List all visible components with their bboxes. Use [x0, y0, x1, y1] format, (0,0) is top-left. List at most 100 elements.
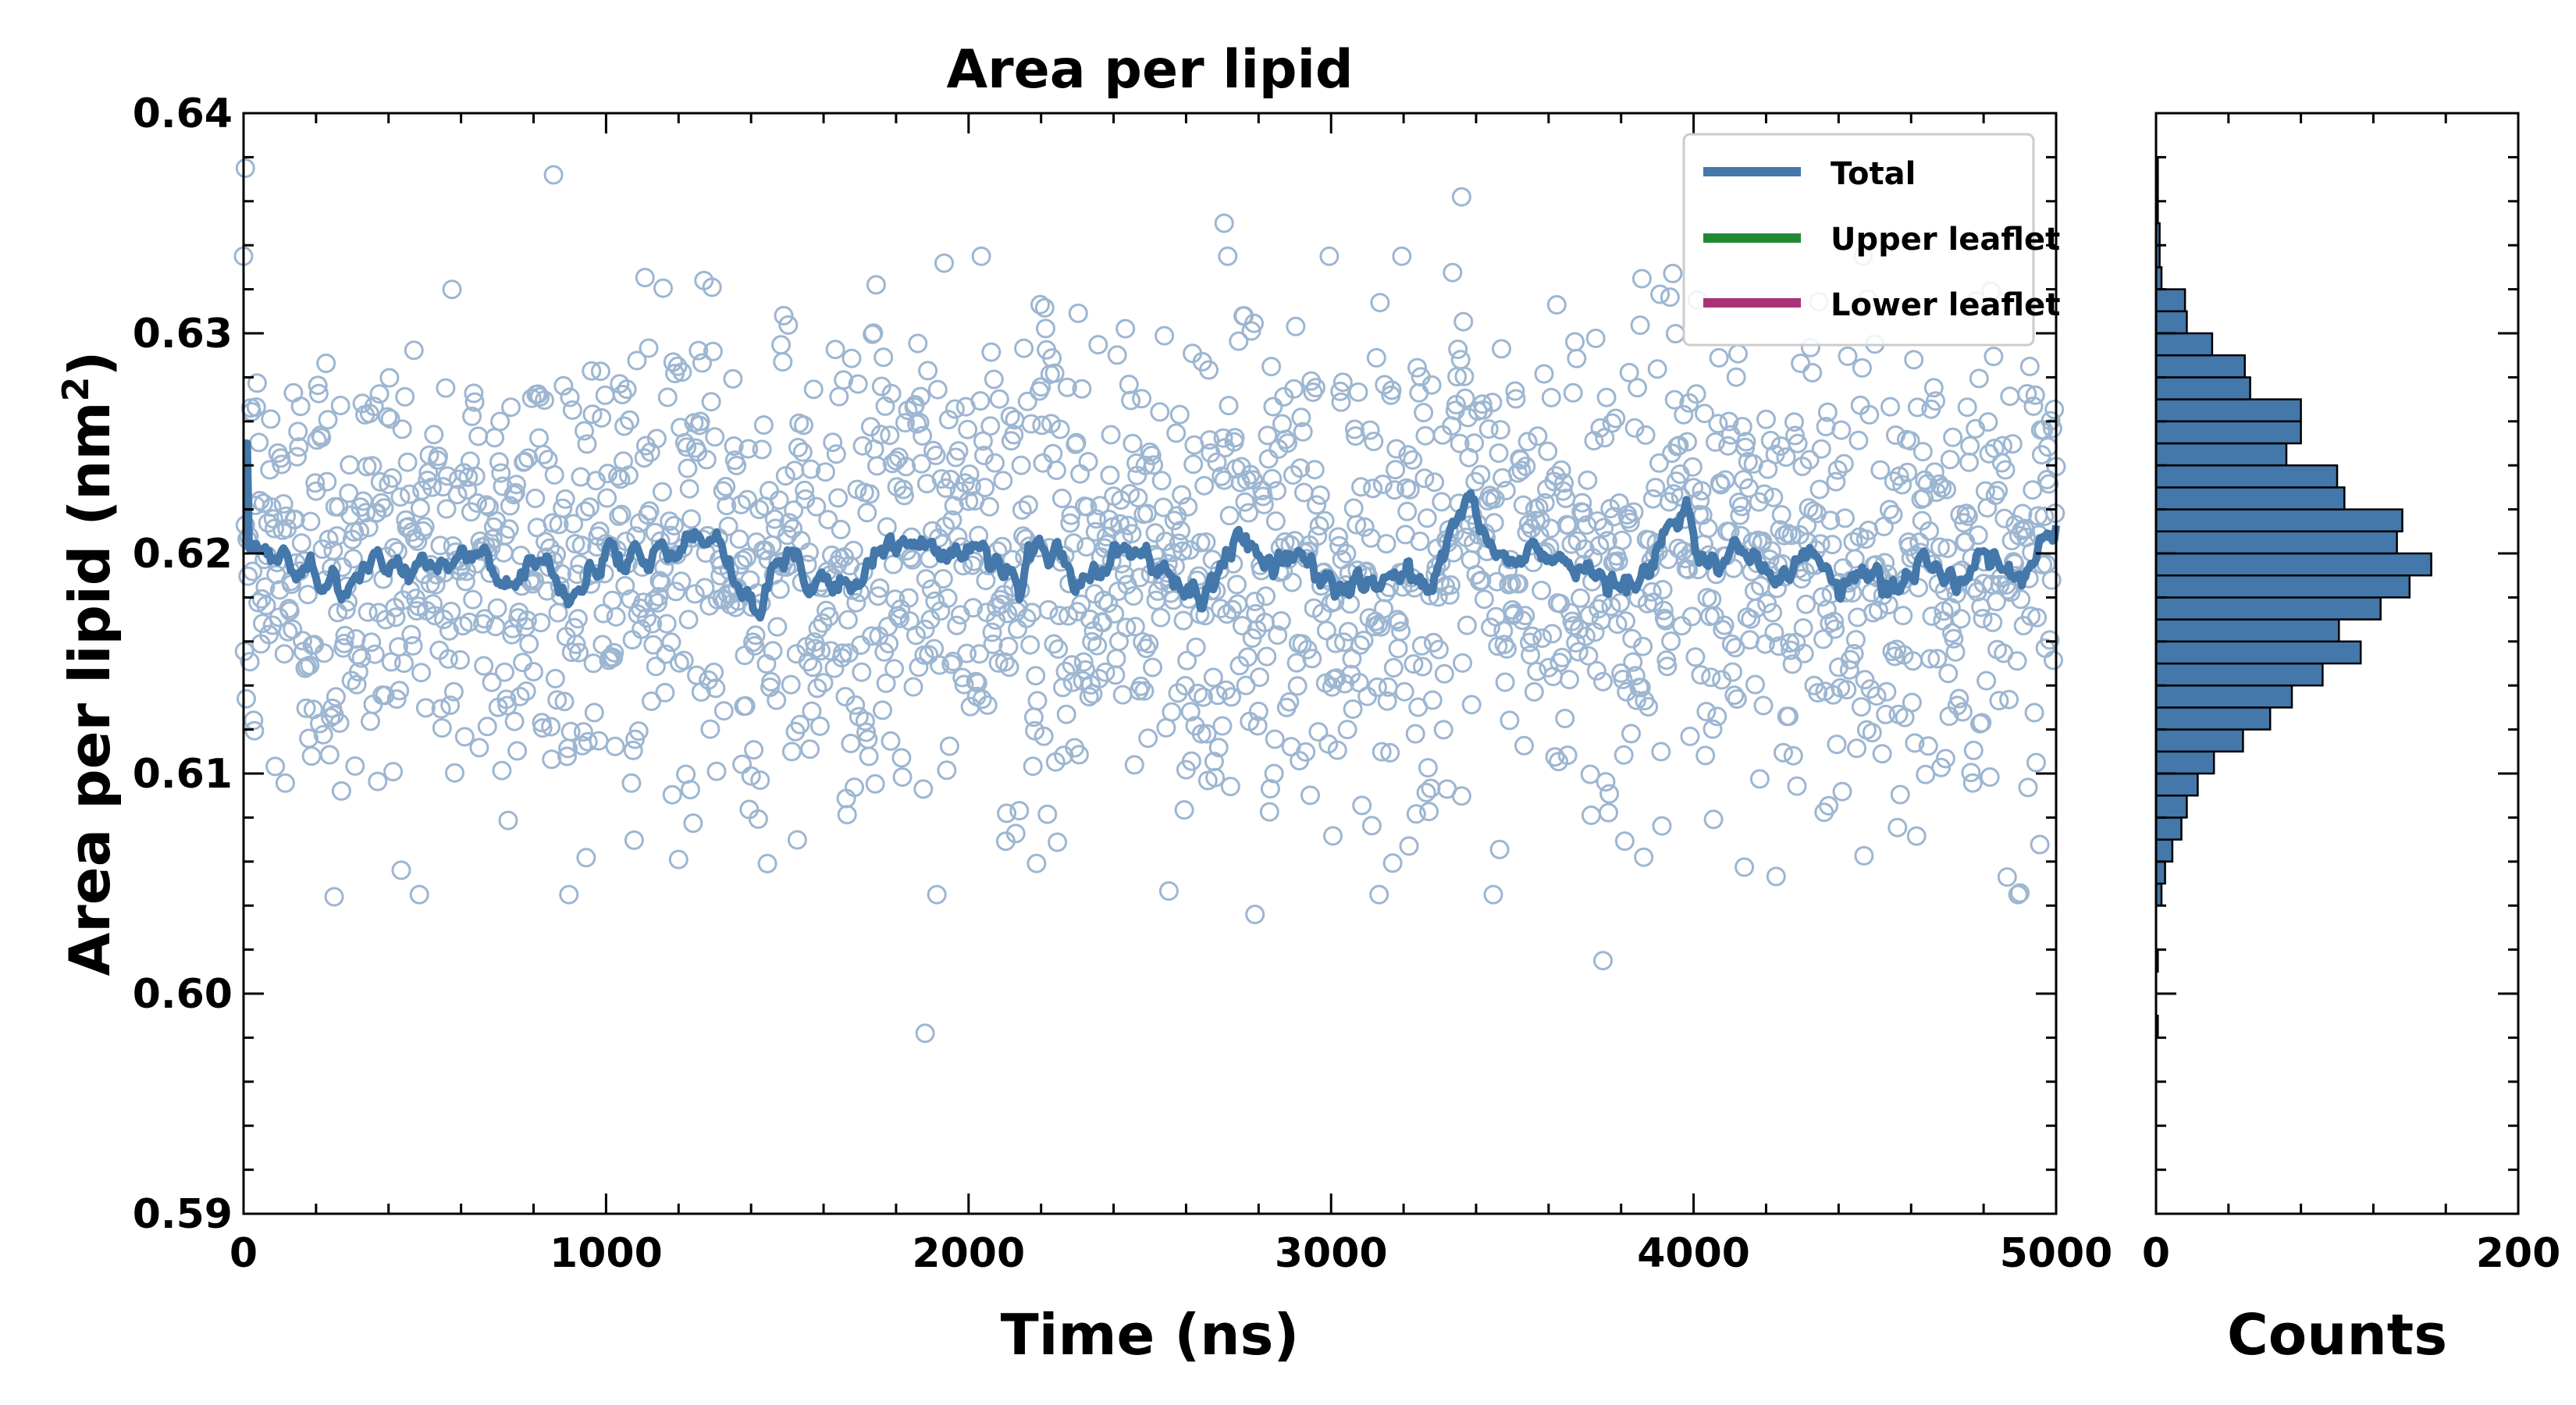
scatter-point [1566, 633, 1586, 653]
histogram-bar [2154, 684, 2293, 709]
scatter-point [1434, 663, 1454, 684]
scatter-point [362, 456, 382, 476]
scatter-point [1399, 836, 1419, 856]
scatter-point [1112, 685, 1133, 705]
scatter-point [455, 571, 475, 592]
scatter-point [1267, 481, 1286, 501]
scatter-point [1225, 428, 1245, 448]
scatter-point [339, 483, 359, 503]
scatter-point [757, 853, 777, 873]
scatter-point [571, 535, 592, 556]
scatter-point [683, 813, 703, 834]
scatter-point [1371, 617, 1391, 637]
scatter-point [1087, 635, 1108, 656]
scatter-point [623, 740, 643, 760]
scatter-point [1852, 357, 1872, 378]
scatter-point [1451, 786, 1471, 806]
scatter-point [1372, 742, 1392, 762]
scatter-point [464, 383, 484, 404]
scatter-point [1771, 505, 1791, 525]
scatter-point [1457, 615, 1477, 635]
scatter-point [1344, 419, 1364, 439]
scatter-point [678, 610, 699, 630]
scatter-point [1496, 481, 1516, 500]
scatter-point [1764, 622, 1784, 642]
scatter-point [1922, 606, 1942, 626]
scatter-point [1586, 660, 1606, 681]
scatter-point [584, 702, 604, 723]
scatter-point [283, 619, 303, 639]
scatter-point [1410, 532, 1430, 551]
scatter-point [795, 480, 815, 500]
scatter-point [1009, 801, 1030, 821]
scatter-point [1698, 518, 1718, 539]
scatter-point [1516, 457, 1536, 476]
scatter-point [265, 518, 284, 539]
scatter-point [1194, 475, 1215, 496]
scatter-point [1325, 633, 1346, 653]
scatter-point [1535, 493, 1555, 513]
scatter-point [1741, 609, 1761, 629]
scatter-point [717, 496, 737, 516]
scatter-point [1522, 626, 1542, 646]
scatter-point [834, 370, 854, 390]
scatter-point [745, 635, 765, 656]
scatter-point [1082, 631, 1102, 652]
scatter-point [545, 668, 565, 688]
histogram-bar [2154, 552, 2432, 577]
scatter-point [729, 529, 749, 550]
scatter-point [400, 484, 419, 504]
scatter-point [329, 713, 350, 733]
scatter-point [2030, 834, 2050, 855]
scatter-point [1443, 262, 1463, 283]
histogram-x-axis-label: Counts [2227, 1302, 2447, 1368]
scatter-point [1080, 609, 1100, 629]
scatter-point [1419, 802, 1439, 822]
scatter-point [1787, 776, 1807, 796]
scatter-point [541, 717, 561, 737]
scatter-point [1726, 367, 1746, 387]
scatter-point [1403, 450, 1423, 470]
scatter-point [237, 688, 256, 709]
scatter-point [679, 478, 699, 499]
scatter-point [1186, 637, 1206, 657]
scatter-point [876, 673, 896, 693]
scatter-point [692, 353, 712, 373]
scatter-point [590, 361, 610, 382]
scatter-point [1385, 480, 1404, 500]
scatter-point [1534, 364, 1554, 384]
scatter-point [1191, 724, 1212, 744]
scatter-point [1413, 656, 1432, 677]
scatter-point [859, 484, 880, 504]
scatter-point [497, 695, 518, 716]
scatter-point [666, 582, 686, 602]
scatter-point [554, 692, 575, 712]
scatter-point [1357, 686, 1378, 706]
scatter-point [437, 466, 457, 486]
scatter-point [668, 849, 688, 870]
scatter-point [1217, 604, 1237, 624]
scatter-point [1386, 460, 1406, 480]
scatter-point [1023, 756, 1043, 777]
scatter-point [1245, 905, 1265, 924]
scatter-point [1361, 816, 1382, 836]
scatter-point [1308, 526, 1328, 546]
scatter-point [646, 429, 667, 449]
scatter-point [1511, 461, 1532, 481]
scatter-point [2044, 400, 2065, 419]
scatter-point [1343, 498, 1364, 518]
scatter-point [911, 454, 931, 474]
scatter-point [1309, 516, 1329, 536]
scatter-point [767, 690, 787, 710]
scatter-point [1529, 525, 1550, 546]
scatter-point [681, 509, 701, 529]
scatter-point [1832, 781, 1852, 802]
scatter-point [1825, 619, 1845, 639]
scatter-point [1155, 325, 1175, 346]
scatter-point [1130, 676, 1151, 696]
scatter-point [1439, 585, 1460, 605]
scatter-point [1094, 590, 1114, 610]
scatter-point [802, 657, 823, 678]
histogram-bar [2154, 288, 2186, 313]
scatter-point [740, 570, 760, 590]
